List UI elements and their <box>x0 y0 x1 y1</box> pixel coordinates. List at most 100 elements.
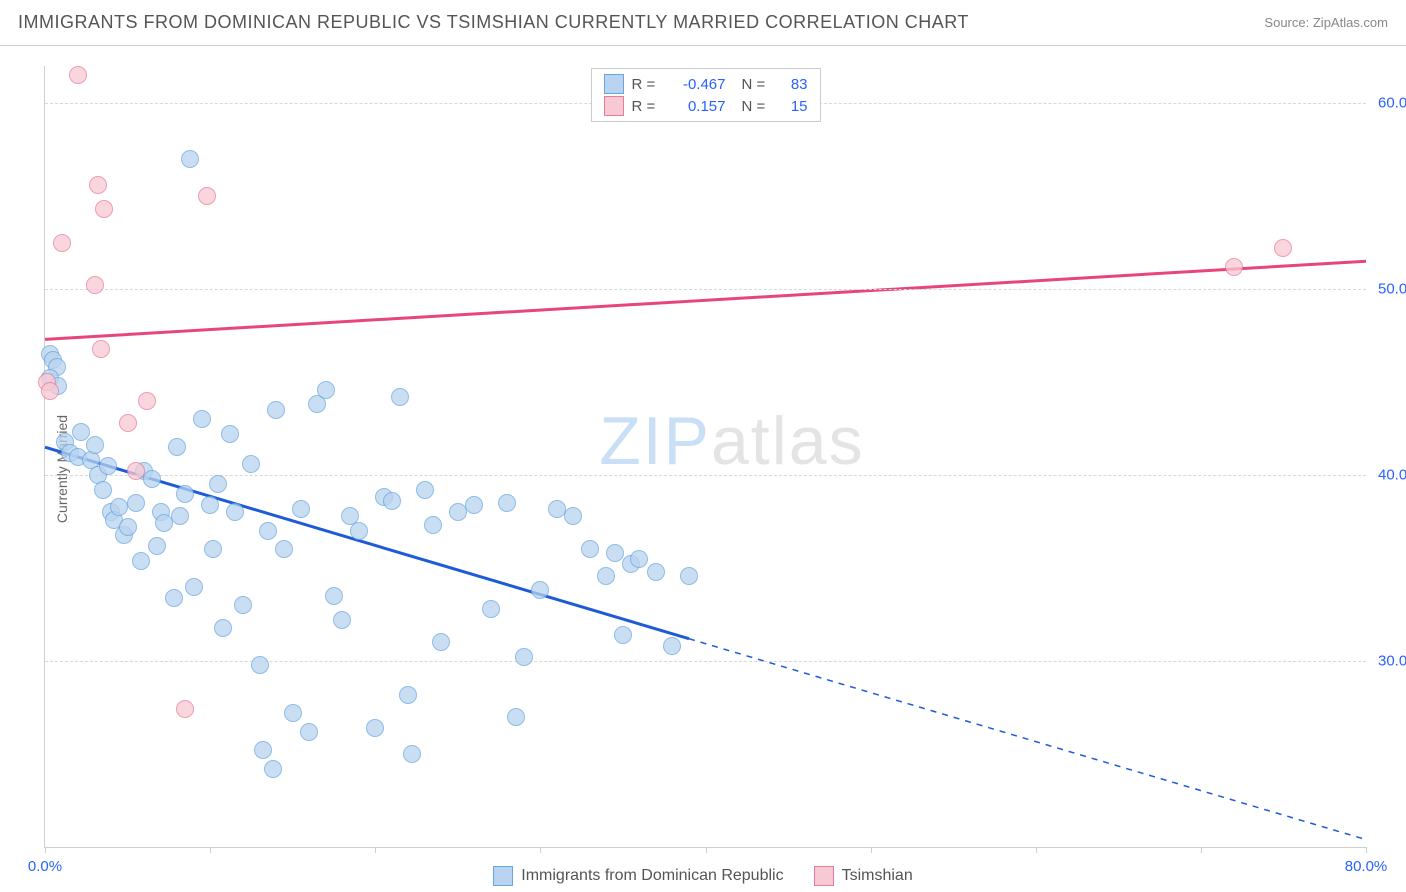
data-point-tsimshian <box>92 340 110 358</box>
data-point-dominican <box>226 503 244 521</box>
data-point-dominican <box>325 587 343 605</box>
y-tick-label: 50.0% <box>1378 281 1406 298</box>
data-point-dominican <box>119 518 137 536</box>
n-value: 15 <box>780 98 808 115</box>
data-point-dominican <box>259 522 277 540</box>
y-tick-label: 40.0% <box>1378 467 1406 484</box>
watermark: ZIPatlas <box>599 402 864 480</box>
data-point-dominican <box>680 567 698 585</box>
grid-line <box>45 661 1366 662</box>
x-tick <box>210 847 211 853</box>
data-point-dominican <box>515 648 533 666</box>
r-value: -0.467 <box>670 76 726 93</box>
data-point-dominican <box>597 567 615 585</box>
data-point-dominican <box>254 741 272 759</box>
data-point-dominican <box>663 637 681 655</box>
data-point-tsimshian <box>89 176 107 194</box>
data-point-dominican <box>606 544 624 562</box>
data-point-dominican <box>176 485 194 503</box>
data-point-dominican <box>155 514 173 532</box>
r-value: 0.157 <box>670 98 726 115</box>
data-point-dominican <box>165 589 183 607</box>
data-point-dominican <box>366 719 384 737</box>
watermark-atlas: atlas <box>711 403 865 479</box>
data-point-dominican <box>507 708 525 726</box>
data-point-tsimshian <box>95 200 113 218</box>
chart-title: IMMIGRANTS FROM DOMINICAN REPUBLIC VS TS… <box>18 12 969 33</box>
correlation-legend: R =-0.467N =83R =0.157N =15 <box>591 68 821 122</box>
y-tick-label: 60.0% <box>1378 95 1406 112</box>
data-point-tsimshian <box>1274 239 1292 257</box>
data-point-tsimshian <box>119 414 137 432</box>
data-point-dominican <box>465 496 483 514</box>
y-tick-label: 30.0% <box>1378 653 1406 670</box>
data-point-tsimshian <box>69 66 87 84</box>
x-tick <box>540 847 541 853</box>
data-point-dominican <box>181 150 199 168</box>
data-point-dominican <box>201 496 219 514</box>
data-point-dominican <box>531 581 549 599</box>
data-point-dominican <box>143 470 161 488</box>
watermark-zip: ZIP <box>599 403 711 479</box>
data-point-dominican <box>383 492 401 510</box>
data-point-tsimshian <box>138 392 156 410</box>
data-point-dominican <box>581 540 599 558</box>
chart-container: Currently Married ZIPatlas R =-0.467N =8… <box>0 46 1406 892</box>
data-point-dominican <box>94 481 112 499</box>
legend-swatch <box>493 866 513 886</box>
data-point-dominican <box>242 455 260 473</box>
data-point-dominican <box>424 516 442 534</box>
data-point-dominican <box>630 550 648 568</box>
chart-header: IMMIGRANTS FROM DOMINICAN REPUBLIC VS TS… <box>0 0 1406 46</box>
data-point-tsimshian <box>1225 258 1243 276</box>
legend-swatch <box>604 74 624 94</box>
data-point-tsimshian <box>127 462 145 480</box>
data-point-dominican <box>432 633 450 651</box>
data-point-dominican <box>132 552 150 570</box>
data-point-tsimshian <box>86 276 104 294</box>
data-point-dominican <box>110 498 128 516</box>
legend-swatch <box>604 96 624 116</box>
data-point-dominican <box>99 457 117 475</box>
legend-swatch <box>814 866 834 886</box>
x-tick <box>1201 847 1202 853</box>
data-point-dominican <box>548 500 566 518</box>
data-point-dominican <box>564 507 582 525</box>
legend-row-dominican: R =-0.467N =83 <box>604 73 808 95</box>
data-point-dominican <box>416 481 434 499</box>
data-point-dominican <box>127 494 145 512</box>
legend-label: Immigrants from Dominican Republic <box>521 867 783 885</box>
trend-line-dashed-dominican <box>689 639 1366 840</box>
data-point-dominican <box>185 578 203 596</box>
source-label: Source: <box>1264 15 1309 30</box>
x-tick <box>1036 847 1037 853</box>
data-point-dominican <box>251 656 269 674</box>
data-point-dominican <box>171 507 189 525</box>
data-point-dominican <box>391 388 409 406</box>
x-tick <box>45 847 46 853</box>
data-point-dominican <box>209 475 227 493</box>
legend-label: Tsimshian <box>842 867 913 885</box>
n-label: N = <box>742 76 772 93</box>
x-tick <box>1366 847 1367 853</box>
legend-row-tsimshian: R =0.157N =15 <box>604 95 808 117</box>
trend-lines <box>45 66 1366 847</box>
data-point-dominican <box>317 381 335 399</box>
legend-item-tsimshian: Tsimshian <box>814 866 913 886</box>
plot-area: ZIPatlas R =-0.467N =83R =0.157N =15 30.… <box>44 66 1366 848</box>
grid-line <box>45 475 1366 476</box>
x-tick <box>375 847 376 853</box>
series-legend: Immigrants from Dominican Republic Tsimsh… <box>0 866 1406 886</box>
data-point-dominican <box>86 436 104 454</box>
data-point-dominican <box>148 537 166 555</box>
source-attribution: Source: ZipAtlas.com <box>1264 15 1388 30</box>
grid-line <box>45 289 1366 290</box>
data-point-dominican <box>204 540 222 558</box>
n-value: 83 <box>780 76 808 93</box>
data-point-dominican <box>168 438 186 456</box>
n-label: N = <box>742 98 772 115</box>
data-point-tsimshian <box>176 700 194 718</box>
data-point-tsimshian <box>53 234 71 252</box>
source-value: ZipAtlas.com <box>1313 15 1388 30</box>
legend-item-dominican: Immigrants from Dominican Republic <box>493 866 783 886</box>
